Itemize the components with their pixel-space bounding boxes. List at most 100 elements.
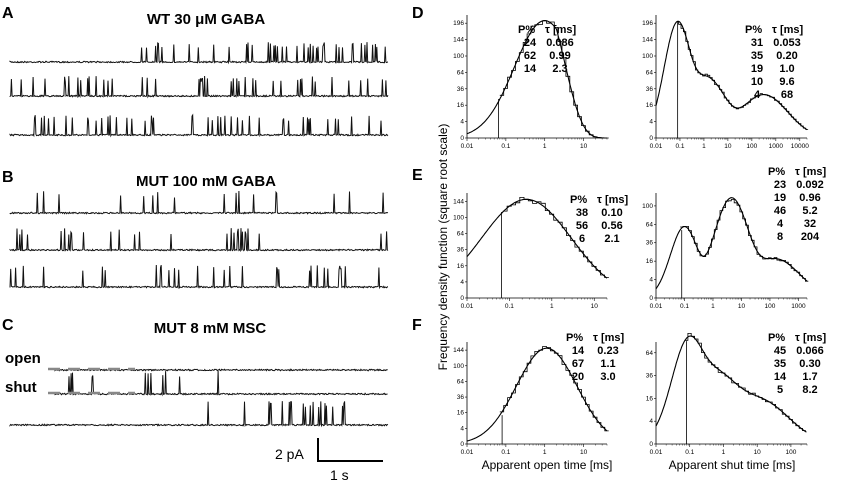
component-p: 4 (777, 218, 784, 230)
x-tick-label: 10 (591, 303, 599, 310)
current-trace (9, 401, 389, 428)
x-tick-label: 10000 (791, 143, 809, 150)
fit-curve (466, 198, 608, 279)
y-tick-label: 36 (646, 240, 654, 247)
table-header-tau: τ [ms] (593, 332, 625, 344)
fit-curve (466, 20, 607, 139)
y-tick-label: 0 (649, 295, 653, 302)
x-tick-label: 0.1 (501, 143, 510, 150)
histogram-bins (502, 197, 609, 278)
y-tick-label: 4 (460, 425, 464, 432)
x-tick-label: 0.1 (505, 303, 514, 310)
component-p: 24 (524, 37, 537, 49)
component-tau: 0.96 (799, 192, 820, 204)
component-p: 23 (774, 179, 786, 191)
panel-label-e: E (412, 167, 423, 184)
panel-label-d: D (412, 5, 424, 22)
single-channel-traces (9, 42, 389, 428)
component-tau: 3.0 (600, 371, 615, 383)
component-p: 8 (777, 231, 783, 243)
y-tick-label: 100 (453, 363, 464, 370)
histogram-f-shut: 0 4 16 36 64 0.01 0.1 1 10 100 P% τ [ms] 45 0.066 35 0.… (646, 332, 827, 456)
table-header-tau: τ [ms] (795, 166, 827, 178)
x-tick-label: 1000 (769, 143, 784, 150)
x-tick-label: 0.1 (501, 449, 510, 456)
y-tick-label: 100 (453, 53, 464, 60)
component-tau: 1.7 (802, 371, 817, 383)
x-tick-label: 100 (765, 303, 776, 310)
x-tick-label: 1 (702, 143, 706, 150)
component-p: 5 (777, 384, 783, 396)
x-tick-label: 1 (711, 303, 715, 310)
fit-curve (655, 20, 808, 131)
y-tick-label: 64 (457, 69, 465, 76)
y-tick-label: 64 (646, 350, 654, 357)
y-tick-label: 36 (457, 394, 465, 401)
component-tau: 0.10 (601, 207, 622, 219)
x-tick-label: 0.01 (461, 303, 474, 310)
component-tau: 1.0 (779, 63, 794, 75)
x-tick-label: 1 (543, 143, 547, 150)
y-tick-label: 4 (460, 119, 464, 126)
component-p: 6 (579, 233, 585, 245)
x-tick-label: 1 (543, 449, 547, 456)
component-p: 19 (751, 63, 763, 75)
y-tick-label: 64 (646, 69, 654, 76)
histogram-d-open: 0 4 16 36 64 100 144 196 0.01 0.1 1 10 P% τ [ms] 24 0.0… (453, 15, 609, 150)
panel-label-c: C (2, 317, 14, 334)
component-p: 14 (774, 371, 787, 383)
component-p: 35 (751, 50, 763, 62)
x-tick-label: 0.01 (461, 449, 474, 456)
component-tau: 0.053 (773, 37, 801, 49)
y-tick-label: 36 (646, 373, 654, 380)
x-tick-label: 10 (754, 449, 762, 456)
current-trace (9, 190, 389, 215)
y-tick-label: 0 (649, 441, 653, 448)
component-p: 14 (524, 63, 537, 75)
component-tau: 0.99 (549, 50, 570, 62)
panel-label-f: F (412, 317, 422, 334)
y-tick-label: 144 (453, 198, 464, 205)
component-p: 20 (572, 371, 584, 383)
panel-title-a: WT 30 μM GABA (147, 11, 266, 28)
x-tick-label: 0.1 (675, 143, 684, 150)
component-tau: 0.30 (799, 358, 820, 370)
scale-bar-time: 1 s (330, 467, 349, 483)
y-tick-label: 0 (460, 135, 464, 142)
component-tau: 0.086 (546, 37, 574, 49)
component-tau: 0.066 (796, 345, 824, 357)
y-tick-label: 16 (457, 410, 465, 417)
y-tick-label: 16 (646, 395, 654, 402)
fit-curve (655, 335, 807, 433)
table-header-p: P% (768, 166, 785, 178)
y-tick-label: 144 (453, 37, 464, 44)
panel-title-b: MUT 100 mM GABA (136, 173, 276, 190)
x-tick-label: 1000 (791, 303, 806, 310)
y-tick-label: 0 (460, 295, 464, 302)
histogram-e-open: 0 4 16 36 64 100 144 0.01 0.1 1 10 P% τ [ms] 38 0.10 56… (453, 193, 629, 310)
panel-title-c: MUT 8 mM MSC (154, 320, 267, 337)
x-tick-label: 100 (785, 449, 796, 456)
component-tau: 2.3 (552, 63, 567, 75)
x-tick-label: 10 (724, 143, 732, 150)
y-tick-label: 64 (457, 231, 465, 238)
y-tick-label: 196 (642, 20, 653, 27)
current-trace (9, 42, 389, 65)
y-tick-label: 4 (460, 279, 464, 286)
y-tick-label: 64 (646, 221, 654, 228)
current-trace (9, 113, 389, 138)
y-tick-label: 196 (453, 20, 464, 27)
y-tick-label: 100 (642, 203, 653, 210)
y-tick-label: 4 (649, 119, 653, 126)
component-p: 35 (774, 358, 786, 370)
component-tau: 5.2 (802, 205, 817, 217)
y-axis-label: Frequency density function (square root … (436, 124, 450, 371)
component-tau: 204 (801, 231, 820, 243)
table-header-tau: τ [ms] (597, 194, 629, 206)
component-p: 56 (576, 220, 588, 232)
x-tick-label: 0.1 (685, 449, 694, 456)
y-tick-label: 16 (646, 258, 654, 265)
y-tick-label: 144 (642, 37, 653, 44)
y-tick-label: 4 (649, 277, 653, 284)
